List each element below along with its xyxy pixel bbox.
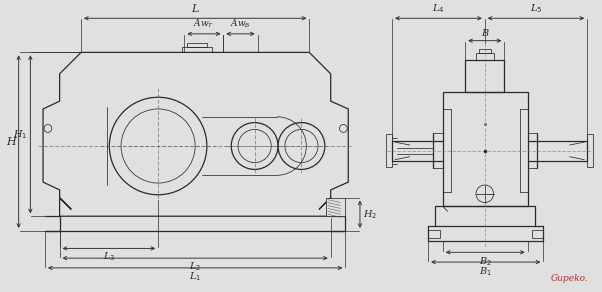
- Text: L: L: [191, 4, 199, 14]
- Text: B$_2$: B$_2$: [479, 255, 492, 268]
- Bar: [479, 49, 491, 53]
- Bar: [326, 198, 346, 216]
- Text: L$_1$: L$_1$: [189, 270, 201, 283]
- Text: Aw$_Б$: Aw$_Б$: [230, 18, 251, 30]
- Text: Aw$_T$: Aw$_T$: [193, 18, 214, 30]
- Bar: [476, 53, 494, 60]
- Text: L$_3$: L$_3$: [102, 250, 115, 263]
- Bar: [443, 92, 528, 206]
- Text: H: H: [6, 137, 16, 147]
- Text: H$_1$: H$_1$: [13, 128, 28, 141]
- Bar: [465, 60, 504, 92]
- Bar: [386, 134, 392, 168]
- Text: L$_4$: L$_4$: [432, 3, 445, 15]
- Bar: [428, 230, 440, 238]
- Text: Gupeko.: Gupeko.: [551, 274, 589, 283]
- Bar: [435, 206, 536, 226]
- Text: B$_1$: B$_1$: [479, 265, 492, 278]
- Bar: [182, 46, 212, 52]
- Text: L$_2$: L$_2$: [189, 260, 201, 273]
- Text: B: B: [481, 29, 488, 38]
- Bar: [587, 134, 593, 168]
- Bar: [187, 43, 207, 46]
- Text: H$_2$: H$_2$: [363, 208, 377, 221]
- Bar: [532, 230, 543, 238]
- Text: L$_5$: L$_5$: [530, 3, 542, 15]
